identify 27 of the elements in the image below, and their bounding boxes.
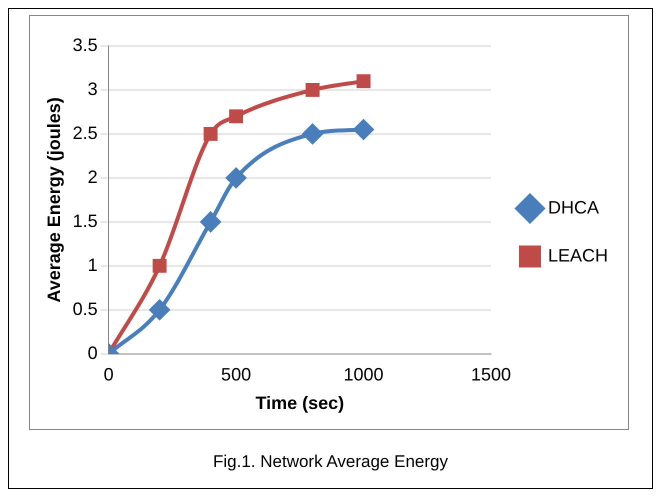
x-tick-label: 1000 [344, 364, 384, 385]
point [204, 126, 218, 141]
point [200, 212, 221, 232]
point [152, 258, 167, 273]
y-tick-label: 0 [88, 342, 98, 363]
legend-label: LEACH [548, 245, 608, 266]
y-tick-label: 3 [88, 78, 98, 99]
point [302, 124, 323, 144]
y-tick-label: 2 [88, 166, 98, 187]
caption: Fig.1. Network Average Energy [212, 452, 449, 472]
point [306, 83, 320, 97]
point [354, 120, 374, 140]
y-tick-label: 1 [88, 254, 98, 275]
point [229, 109, 244, 124]
x-axis-title: Time (sec) [255, 393, 344, 414]
y-tick-label: 2.5 [72, 122, 98, 143]
y-tick-label: 3.5 [72, 34, 98, 55]
point [356, 74, 370, 88]
point [150, 300, 170, 320]
x-tick-label: 1500 [470, 364, 512, 385]
x-tick-label: 0 [104, 364, 114, 385]
y-tick-label: 0.5 [72, 298, 98, 319]
y-axis-title: Average Energy (joules) [44, 97, 64, 303]
x-tick-label: 500 [221, 364, 252, 385]
legend-label: DHCA [548, 197, 599, 218]
y-tick-label: 1.5 [72, 210, 98, 231]
point [226, 168, 246, 188]
